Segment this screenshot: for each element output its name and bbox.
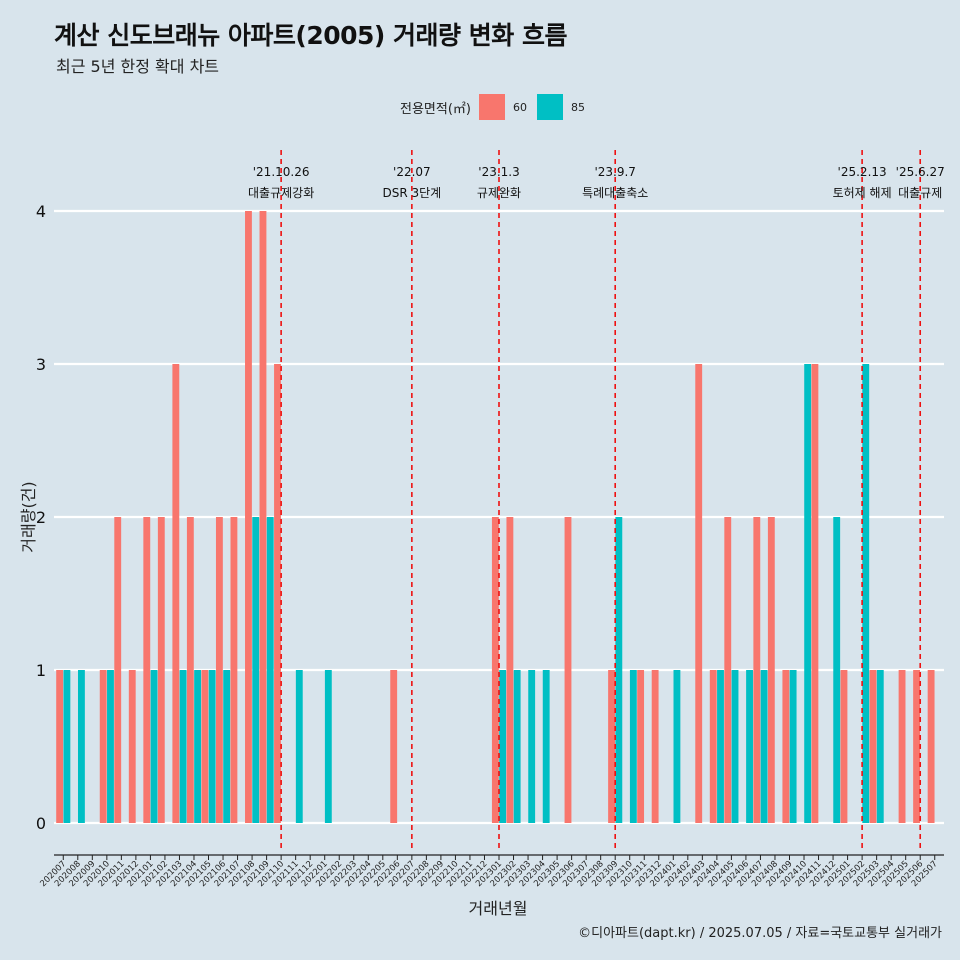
bar-60-202007 <box>56 670 64 823</box>
bar-60-202010 <box>99 670 107 823</box>
bar-60-202103 <box>172 364 180 823</box>
event-label: 특례대출축소 <box>582 186 648 200</box>
y-tick-label: 0 <box>36 814 46 833</box>
bar-60-202106 <box>215 517 223 823</box>
bar-85-202104 <box>194 670 202 823</box>
bar-60-202109 <box>259 211 267 823</box>
y-tick-label: 2 <box>36 508 46 527</box>
bar-60-202411 <box>811 364 819 823</box>
bar-85-202301 <box>499 670 507 823</box>
bar-60-202503 <box>869 670 877 823</box>
bar-60-202108 <box>245 211 252 823</box>
bar-85-202106 <box>223 670 231 823</box>
legend-key-85 <box>536 94 563 120</box>
bar-85-202105 <box>208 670 216 823</box>
x-axis: 2020072020082020092020102020112020122021… <box>38 854 944 889</box>
legend-key-60 <box>478 94 505 120</box>
bar-85-202008 <box>77 670 85 823</box>
bar-60-202105 <box>201 670 209 823</box>
event-date: '25.2.13 <box>838 165 887 179</box>
event-label: 대출규제강화 <box>248 186 314 200</box>
y-tick-label: 1 <box>36 661 46 680</box>
legend-label-60: 60 <box>512 100 527 114</box>
bar-60-202309 <box>608 670 615 823</box>
bar-85-202409 <box>789 670 797 823</box>
y-tick-label: 4 <box>36 202 46 221</box>
bar-60-202107 <box>230 517 238 823</box>
event-label: 토허제 해제 <box>833 186 892 200</box>
bar-60-202306 <box>564 517 572 823</box>
event-date: '21.10.26 <box>253 165 310 179</box>
bar-85-202412 <box>833 517 841 823</box>
bar-60-202206 <box>390 670 398 823</box>
y-axis: 0 1 2 3 4 <box>36 202 46 833</box>
event-date: '25.6.27 <box>896 165 945 179</box>
event-label: DSR 3단계 <box>382 186 441 200</box>
bar-60-202408 <box>767 517 775 823</box>
bar-60-202302 <box>506 517 514 823</box>
bar-85-202108 <box>252 517 260 823</box>
bar-85-202502 <box>862 364 870 823</box>
bar-85-202309 <box>615 517 623 823</box>
bar-60-202102 <box>157 517 165 823</box>
bar-85-202404 <box>717 670 724 823</box>
bar-60-202505 <box>898 670 906 823</box>
bar-60-202110 <box>274 364 281 823</box>
bar-85-202109 <box>266 517 274 823</box>
bar-85-202406 <box>746 670 753 823</box>
legend: 전용면적(㎡) 60 85 <box>400 94 587 120</box>
bar-60-202403 <box>695 364 703 823</box>
chart-subtitle: 최근 5년 한정 확대 차트 <box>56 57 220 76</box>
bar-85-202407 <box>760 670 768 823</box>
bar-60-202409 <box>782 670 790 823</box>
bar-60-202104 <box>186 517 194 823</box>
event-label: 대출규제 <box>898 186 942 200</box>
bar-85-202405 <box>731 670 739 823</box>
bar-85-202303 <box>528 670 536 823</box>
y-tick-label: 3 <box>36 355 46 374</box>
bar-60-202404 <box>709 670 717 823</box>
bar-60-202312 <box>651 670 659 823</box>
bar-60-202012 <box>128 670 136 823</box>
bar-60-202011 <box>114 517 122 823</box>
bar-85-202304 <box>542 670 550 823</box>
chart-title: 계산 신도브래뉴 아파트(2005) 거래량 변화 흐름 <box>54 21 567 50</box>
bar-85-202007 <box>63 670 71 823</box>
bar-85-202201 <box>324 670 332 823</box>
legend-title: 전용면적(㎡) <box>400 101 471 117</box>
bar-85-202503 <box>876 670 884 823</box>
bar-60-202506 <box>913 670 921 823</box>
bar-85-202103 <box>179 670 187 823</box>
event-date: '23.1.3 <box>478 165 519 179</box>
bar-85-202101 <box>150 670 158 823</box>
bar-85-202111 <box>295 670 303 823</box>
x-axis-label: 거래년월 <box>469 899 528 918</box>
event-date: '23.9.7 <box>594 165 635 179</box>
event-date: '22.07 <box>393 165 431 179</box>
bar-60-202507 <box>927 670 935 823</box>
bar-85-202410 <box>804 364 812 823</box>
legend-label-85: 85 <box>570 100 585 114</box>
bar-60-202311 <box>637 670 645 823</box>
caption: ©디아파트(dapt.kr) / 2025.07.05 / 자료=국토교통부 실… <box>578 926 942 941</box>
bar-85-202010 <box>107 670 114 823</box>
bar-60-202501 <box>840 670 848 823</box>
bar-60-202101 <box>143 517 151 823</box>
bar-60-202301 <box>491 517 499 823</box>
bar-85-202310 <box>629 670 637 823</box>
bar-85-202401 <box>673 670 681 823</box>
bar-60-202405 <box>724 517 732 823</box>
event-label: 규제완화 <box>477 186 521 200</box>
event-lines: '21.10.26 대출규제강화 '22.07 DSR 3단계 '23.1.3 규제완화 '… <box>248 150 945 852</box>
bars <box>56 211 935 823</box>
bar-85-202302 <box>513 670 521 823</box>
y-axis-label: 거래량(건) <box>19 481 38 552</box>
bar-60-202407 <box>753 517 761 823</box>
